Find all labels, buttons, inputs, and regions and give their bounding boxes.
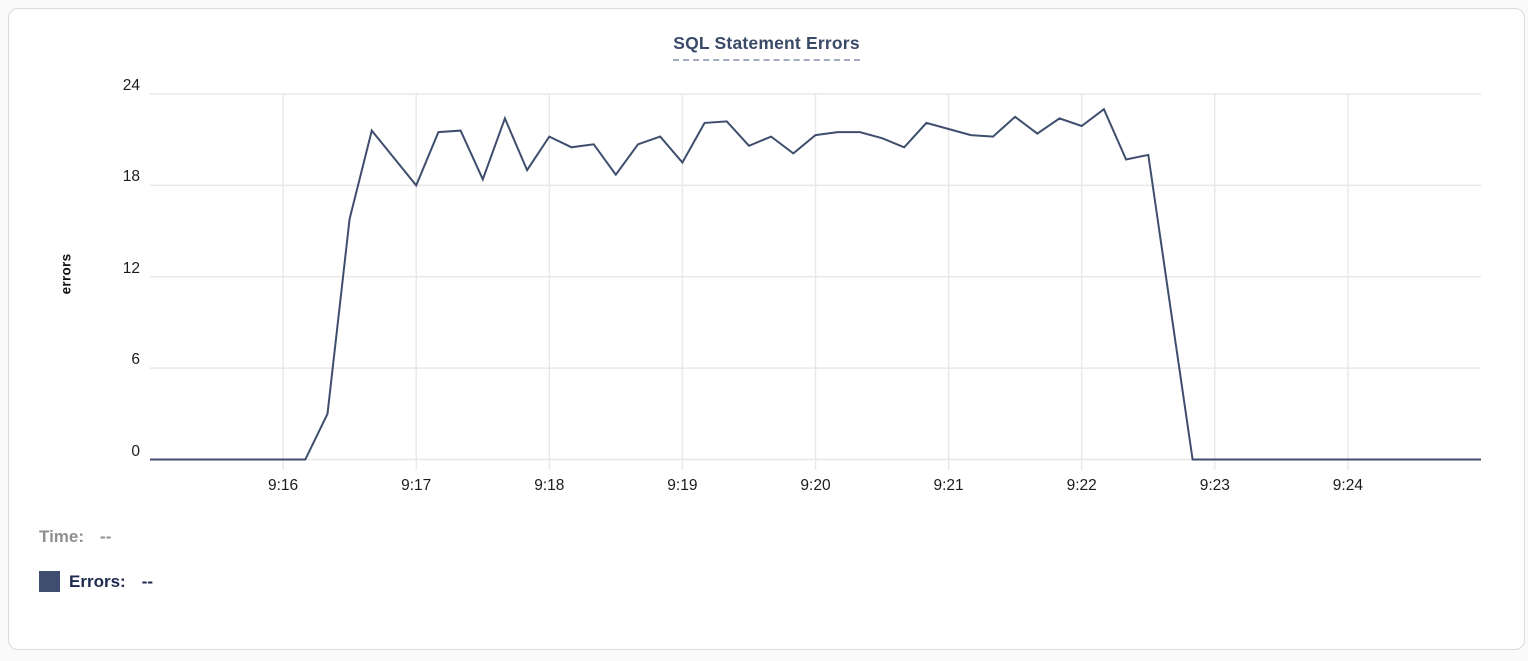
x-tick-label: 9:20: [800, 477, 831, 494]
y-tick-label: 0: [131, 442, 140, 460]
legend-time-row: Time: --: [39, 527, 153, 547]
legend-errors-value: --: [141, 571, 154, 591]
legend-errors-row: Errors: --: [39, 571, 153, 592]
x-tick-label: 9:21: [933, 477, 964, 494]
x-tick-label: 9:17: [401, 477, 432, 494]
y-tick-label: 24: [122, 77, 140, 94]
chart-legend: Time: -- Errors: --: [39, 527, 153, 592]
chart-title[interactable]: SQL Statement Errors: [673, 33, 860, 61]
x-tick-label: 9:24: [1332, 477, 1363, 494]
legend-time-value: --: [100, 527, 112, 546]
x-tick-label: 9:18: [534, 477, 565, 494]
x-tick-label: 9:22: [1066, 477, 1097, 494]
legend-errors-label: Errors:: [69, 571, 126, 591]
legend-time-label: Time:: [39, 527, 85, 546]
errors-line: [150, 107, 1481, 461]
y-tick-label: 12: [122, 259, 140, 277]
x-axis-ticks: 9:16 9:17 9:18 9:19 9:20 9:21 9:22 9:23 9:24: [9, 9, 1524, 509]
x-tick-label: 9:16: [268, 477, 299, 494]
errors-series-swatch-icon: [39, 571, 60, 592]
y-axis-ticks: 0 6 12 18 24: [9, 9, 140, 509]
x-tick-label: 9:23: [1199, 477, 1230, 494]
chart-card: SQL Statement Errors errors 0 6 12 18 24 9:1…: [8, 8, 1525, 650]
y-tick-label: 18: [122, 168, 140, 186]
y-tick-label: 6: [131, 351, 140, 369]
errors-chart[interactable]: [9, 9, 1528, 661]
chart-header: SQL Statement Errors: [9, 33, 1524, 61]
x-tick-label: 9:19: [667, 477, 698, 494]
